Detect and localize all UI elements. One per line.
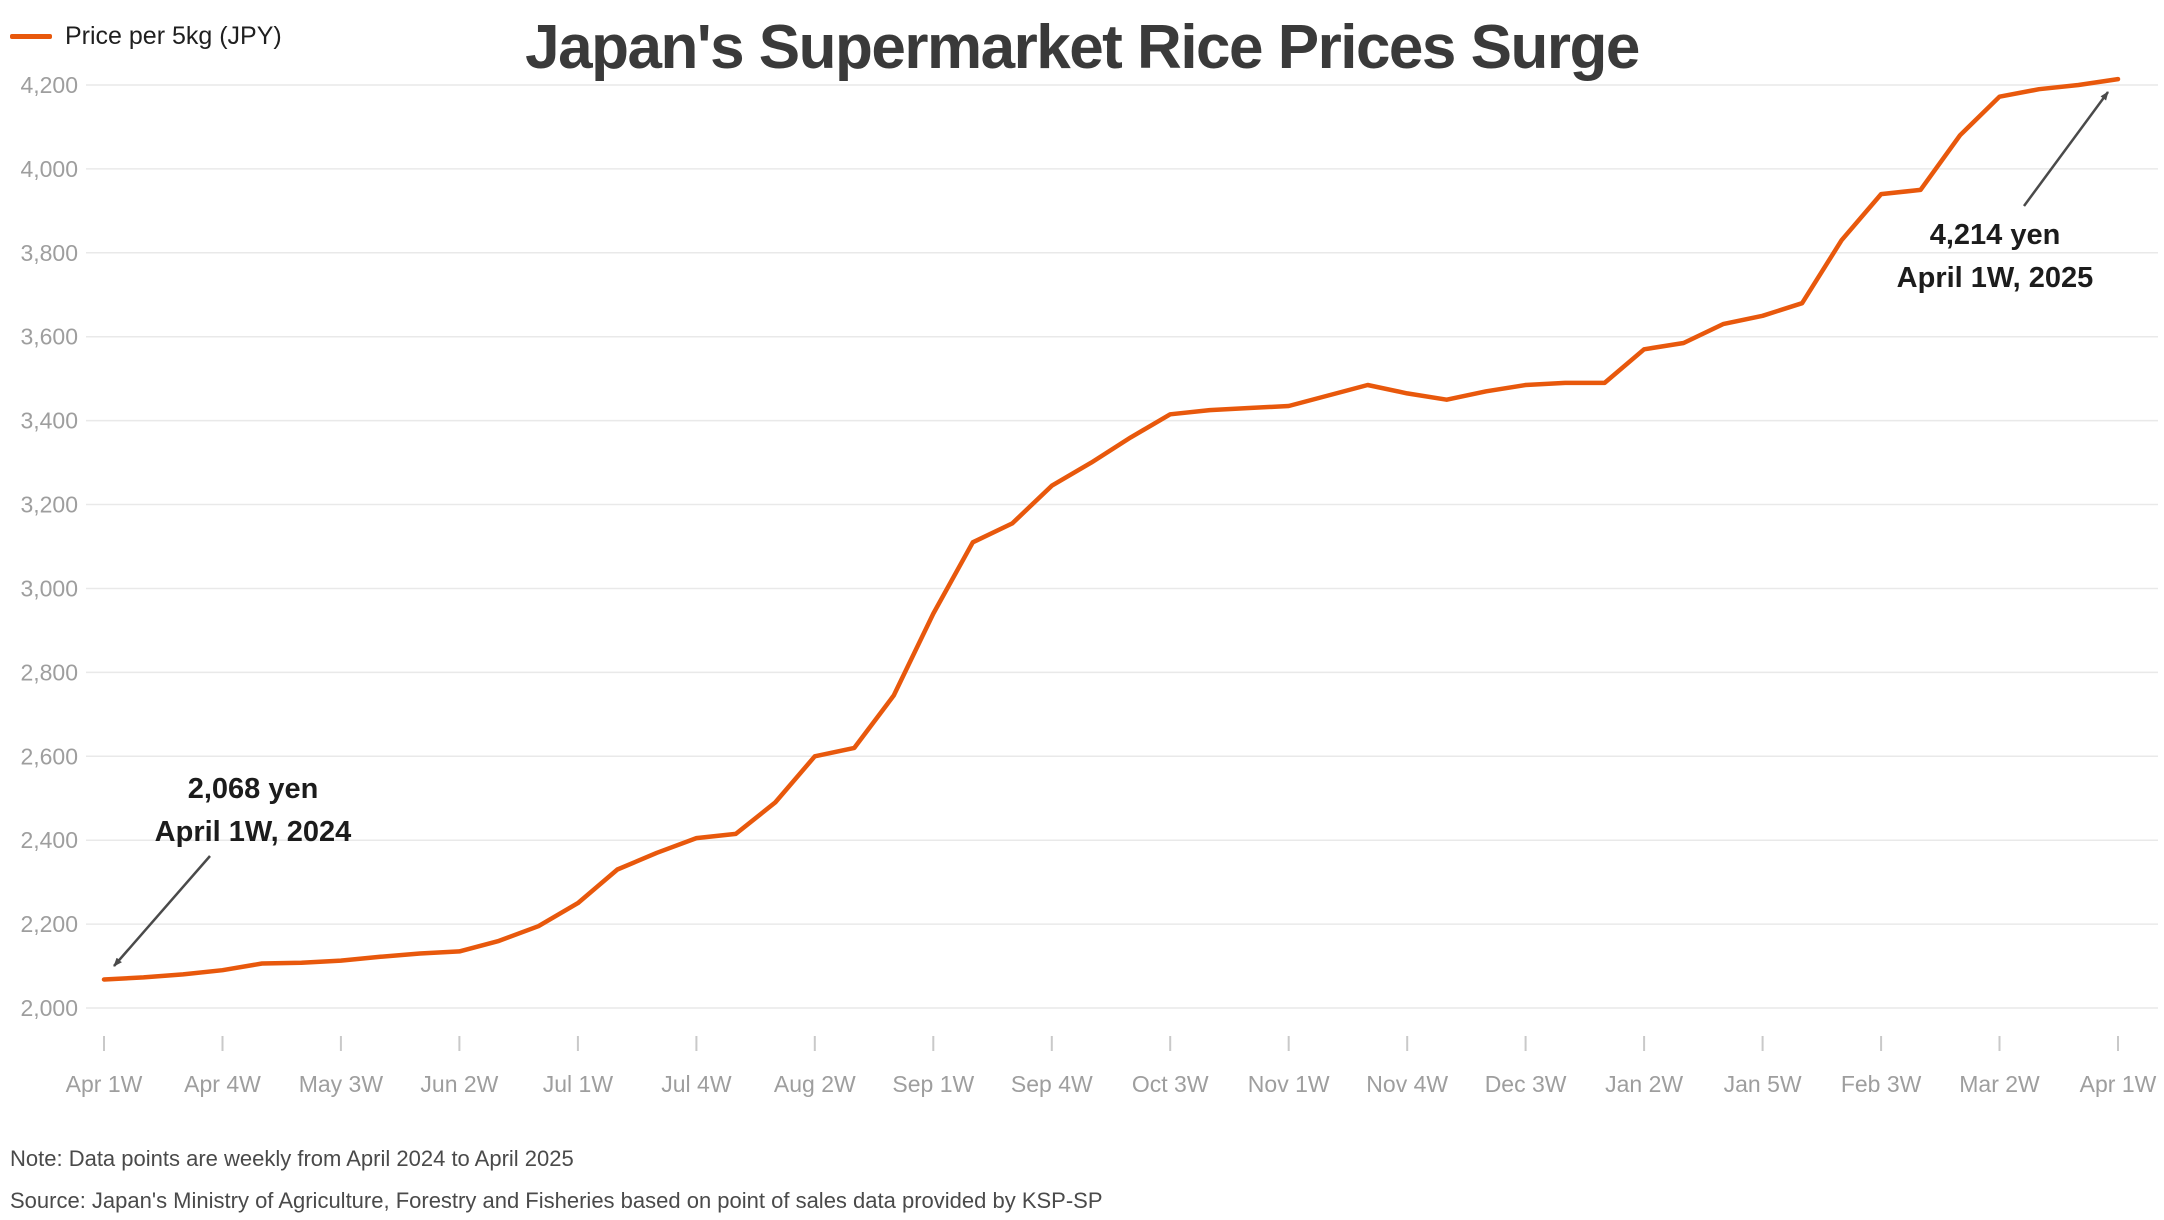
x-axis-label: Jan 5W: [1724, 1071, 1802, 1097]
x-axis-label: Jul 1W: [543, 1071, 614, 1097]
annotation-start-point: 2,068 yen April 1W, 2024: [98, 768, 408, 854]
annotation-end-date: April 1W, 2025: [1896, 262, 2094, 294]
x-axis-label: Aug 2W: [774, 1071, 856, 1097]
y-axis-label: 4,200: [20, 72, 78, 98]
y-axis-label: 3,600: [20, 324, 78, 350]
x-axis-label: Feb 3W: [1841, 1071, 1922, 1097]
price-line: [101, 76, 2121, 982]
annotation-end-value: 4,214 yen: [1929, 219, 2061, 251]
x-axis-label: May 3W: [299, 1071, 384, 1097]
y-axis-label: 3,800: [20, 240, 78, 266]
x-axis-label: Jun 2W: [420, 1071, 498, 1097]
legend-label: Price per 5kg (JPY): [65, 22, 282, 50]
x-axis-label: Dec 3W: [1485, 1071, 1567, 1097]
price-line-legend-swatch: [10, 34, 52, 39]
x-axis-label: Sep 1W: [892, 1071, 974, 1097]
annotation-start-value: 2,068 yen: [187, 773, 319, 805]
y-axis-label: 2,200: [20, 911, 78, 937]
x-axis-label: Nov 4W: [1366, 1071, 1448, 1097]
x-axis-label: Sep 4W: [1011, 1071, 1093, 1097]
source-text: Source: Japan's Ministry of Agriculture,…: [10, 1188, 1103, 1213]
y-axis-label: 2,400: [20, 827, 78, 853]
page-title: Japan's Supermarket Rice Prices Surge: [525, 13, 1640, 82]
x-axis-label: Mar 2W: [1959, 1071, 2040, 1097]
note-text: Note: Data points are weekly from April …: [10, 1146, 574, 1171]
y-axis-label: 3,000: [20, 576, 78, 602]
y-axis-label: 3,200: [20, 492, 78, 518]
y-axis-label: 2,800: [20, 659, 78, 685]
y-axis-label: 4,000: [20, 156, 78, 182]
annotation-start-arrow: [113, 855, 211, 967]
x-axis-label: Jul 4W: [661, 1071, 732, 1097]
x-axis-label: Apr 4W: [184, 1071, 261, 1097]
x-axis-label: Apr 1W: [2080, 1071, 2157, 1097]
x-axis-label: Apr 1W: [66, 1071, 143, 1097]
y-axis-label: 2,000: [20, 995, 78, 1021]
annotation-start-date: April 1W, 2024: [154, 816, 352, 848]
y-axis-label: 2,600: [20, 743, 78, 769]
annotation-end-arrow: [2022, 91, 2110, 207]
x-axis-label: Jan 2W: [1605, 1071, 1683, 1097]
x-axis-label: Oct 3W: [1132, 1071, 1209, 1097]
y-axis-label: 3,400: [20, 408, 78, 434]
annotation-end-point: 4,214 yen April 1W, 2025: [1830, 214, 2160, 300]
legend: Price per 5kg (JPY): [10, 22, 282, 51]
x-axis-label: Nov 1W: [1248, 1071, 1330, 1097]
